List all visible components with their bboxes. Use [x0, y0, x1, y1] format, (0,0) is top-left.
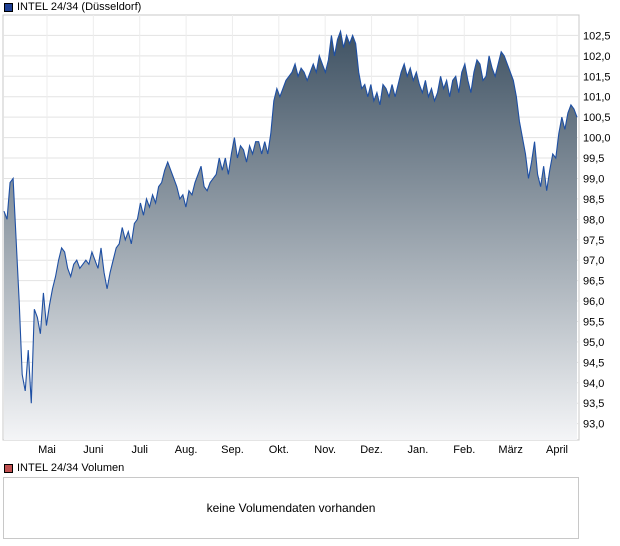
price-legend-swatch [4, 2, 13, 12]
y-tick-label: 93,5 [583, 398, 604, 410]
y-tick-label: 97,5 [583, 235, 604, 247]
y-tick-label: 97,0 [583, 255, 604, 267]
x-tick-label: März [498, 444, 522, 456]
x-tick-label: Jan. [408, 444, 429, 456]
y-tick-label: 98,0 [583, 214, 604, 226]
volume-legend-label: INTEL 24/34 Volumen [17, 462, 125, 474]
y-tick-label: 94,0 [583, 378, 604, 390]
x-tick-label: Aug. [175, 444, 198, 456]
price-legend-label: INTEL 24/34 (Düsseldorf) [17, 1, 142, 13]
y-tick-label: 101,5 [583, 71, 611, 83]
y-tick-label: 99,5 [583, 153, 604, 165]
price-line [3, 29, 578, 404]
y-tick-label: 102,5 [583, 30, 611, 42]
x-tick-label: Juni [83, 444, 103, 456]
y-tick-label: 100,5 [583, 112, 611, 124]
x-tick-label: April [546, 444, 568, 456]
price-area-fill [4, 31, 577, 440]
x-tick-label: Feb. [453, 444, 475, 456]
y-tick-label: 96,5 [583, 276, 604, 288]
y-tick-label: 98,5 [583, 194, 604, 206]
volume-legend-swatch [4, 463, 13, 473]
y-tick-label: 99,0 [583, 173, 604, 185]
y-tick-label: 100,0 [583, 133, 611, 145]
y-tick-label: 95,5 [583, 316, 604, 328]
price-legend: INTEL 24/34 (Düsseldorf) [4, 0, 141, 14]
x-axis: Mai Juni Juli Aug. Sep. Okt. Nov. Dez. Jan. Feb. M… [38, 444, 568, 456]
volume-empty-message: keine Volumendaten vorhanden [206, 501, 376, 515]
volume-legend: INTEL 24/34 Volumen [4, 461, 124, 475]
y-axis: 93,0 93,5 94,0 94,5 95,0 95,5 96,0 96,5 97,0 97,5… [583, 30, 611, 430]
y-tick-label: 101,0 [583, 92, 611, 104]
volume-panel: keine Volumendaten vorhanden [3, 477, 579, 539]
y-tick-label: 96,0 [583, 296, 604, 308]
x-tick-label: Dez. [360, 444, 383, 456]
x-tick-label: Sep. [221, 444, 244, 456]
y-tick-label: 95,0 [583, 337, 604, 349]
x-tick-label: Mai [38, 444, 56, 456]
x-tick-label: Juli [131, 444, 148, 456]
x-tick-label: Okt. [269, 444, 289, 456]
price-chart: 93,0 93,5 94,0 94,5 95,0 95,5 96,0 96,5 97,0 97,5… [2, 14, 611, 456]
y-tick-label: 93,0 [583, 419, 604, 431]
y-tick-label: 94,5 [583, 357, 604, 369]
x-tick-label: Nov. [314, 444, 336, 456]
y-tick-label: 102,0 [583, 51, 611, 63]
